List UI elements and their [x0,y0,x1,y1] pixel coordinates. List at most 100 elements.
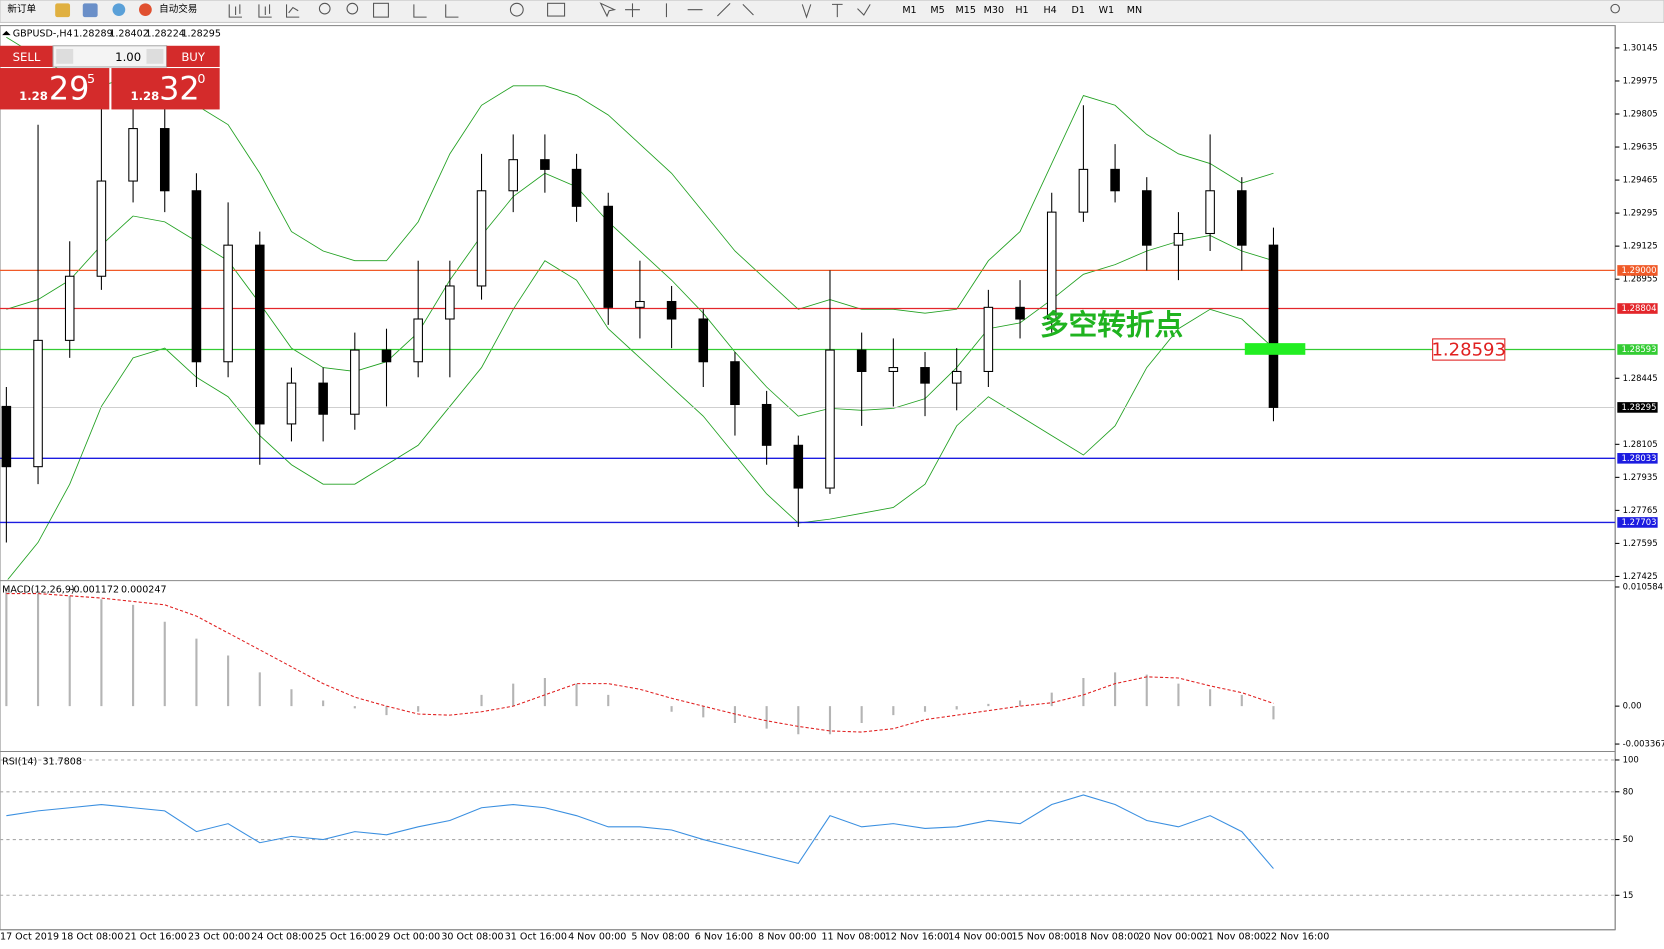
x-tick-label: 29 Oct 00:00 [378,932,440,943]
icon[interactable] [82,3,98,18]
icon[interactable] [55,3,71,18]
timeframe[interactable]: M1 [902,5,916,16]
rsi-line [6,794,1274,869]
icon[interactable] [318,2,331,15]
main-panel [0,36,1616,580]
ask-fraction: 0 [197,72,205,87]
indicator-title: MACD(12,26,9) [2,585,75,596]
timeframe[interactable]: M15 [956,5,976,16]
level-label: 1.28593 [1622,344,1657,354]
trade-panel: SELL 1.00 BUY 1.28 29 5 1.28 32 0 [0,45,220,110]
candle-body [1,405,12,468]
ask-big-figure: 1.28 [131,89,160,103]
candle-body [1268,244,1279,408]
y-tick-label: 1.29635 [1623,142,1658,152]
lots-up[interactable] [146,48,164,64]
timeframe[interactable]: M30 [984,5,1004,16]
candle-body [1141,190,1152,246]
level-label: 1.29000 [1622,265,1657,275]
level-tag [1617,402,1658,413]
y-tick-label: 1.29465 [1623,175,1658,185]
new-order[interactable]: 新订单 [7,3,36,15]
x-tick-label: 21 Oct 16:00 [125,932,187,943]
candle-body [920,367,930,384]
timeframe[interactable]: W1 [1099,5,1115,16]
x-tick-label: 23 Oct 00:00 [188,932,250,943]
bid-pips: 29 [49,69,90,107]
candle-body [255,244,265,425]
macd-panel [5,587,1275,735]
y-tick-label: 1.27425 [1623,571,1658,581]
x-tick-label: 5 Nov 08:00 [631,932,689,943]
bid-box[interactable] [0,68,110,110]
candle-body [540,159,550,170]
icon[interactable] [625,2,871,19]
x-tick-label: 14 Nov 00:00 [948,932,1012,943]
sell-label[interactable]: SELL [13,50,41,64]
y-tick-label: 100 [1623,754,1639,764]
icon[interactable] [346,2,359,15]
timeframe[interactable]: MN [1127,5,1142,16]
x-tick-label: 18 Nov 08:00 [1075,932,1139,943]
icon[interactable] [228,4,242,18]
x-tick-label: 6 Nov 16:00 [695,932,753,943]
candle-body [159,128,170,192]
rsi-panel [0,759,1616,896]
timeframe[interactable]: M5 [930,5,944,16]
bid-fraction: 5 [87,72,95,87]
y-tick-label: 1.28955 [1623,274,1658,284]
x-tick-label: 24 Oct 08:00 [251,932,313,943]
indicator-info: -0.001172 [70,585,119,596]
x-tick-label: 22 Nov 16:00 [1265,932,1329,943]
icon[interactable] [373,2,389,18]
candle-body [1110,168,1120,192]
sell-button[interactable] [0,45,54,67]
auto-trading[interactable]: 自动交易 [159,3,197,15]
timeframe[interactable]: H1 [1015,5,1028,16]
bollinger-middle [6,172,1274,417]
level-tag [1617,453,1658,464]
y-tick-label: 1.27935 [1623,472,1658,482]
ohlc-info: 1.28402 [109,29,148,40]
icon[interactable] [599,2,617,18]
icon[interactable] [1610,3,1620,14]
candle-body [96,180,107,277]
lots[interactable]: 1.00 [115,50,141,64]
icon[interactable] [258,4,272,18]
candle-body [476,190,487,287]
lots-down[interactable] [56,48,74,64]
level-tag [1617,344,1658,355]
candle-body [856,349,867,372]
icon[interactable] [509,2,524,17]
y-tick-label: -0.003367 [1623,739,1664,749]
y-tick-label: 0.010584 [1623,581,1663,591]
x-tick-label: 4 Nov 00:00 [568,932,626,943]
y-tick-label: 1.28105 [1623,439,1658,449]
x-tick-label: 30 Oct 08:00 [441,932,503,943]
title: GBPUSD-,H4 [13,29,73,40]
x-tick-label: 15 Nov 08:00 [1012,932,1076,943]
indicator-info: 0.000247 [121,585,167,596]
level-tag [1617,517,1658,528]
axes: 1.30145 1.29975 1.29805 1.29635 1.29465 1.292… [0,42,1664,942]
buy-label[interactable]: BUY [181,50,206,64]
buy-button[interactable] [166,45,220,67]
timeframe[interactable]: H4 [1043,5,1056,16]
candle-body [825,349,835,489]
y-tick-label: 80 [1623,786,1634,796]
icon[interactable] [139,3,152,17]
y-tick-label: 50 [1623,834,1634,844]
icon[interactable] [112,3,126,17]
icon[interactable] [286,4,300,18]
x-tick-label: 8 Nov 00:00 [758,932,816,943]
toolbar [0,0,1664,23]
candle-body [888,367,899,372]
candle-body [571,168,582,207]
timeframe[interactable]: D1 [1071,5,1084,16]
icon[interactable] [413,4,459,18]
icon[interactable] [547,2,566,17]
x-tick-label: 20 Nov 00:00 [1138,932,1202,943]
candle-body [730,361,740,406]
ask-box[interactable] [111,68,220,110]
